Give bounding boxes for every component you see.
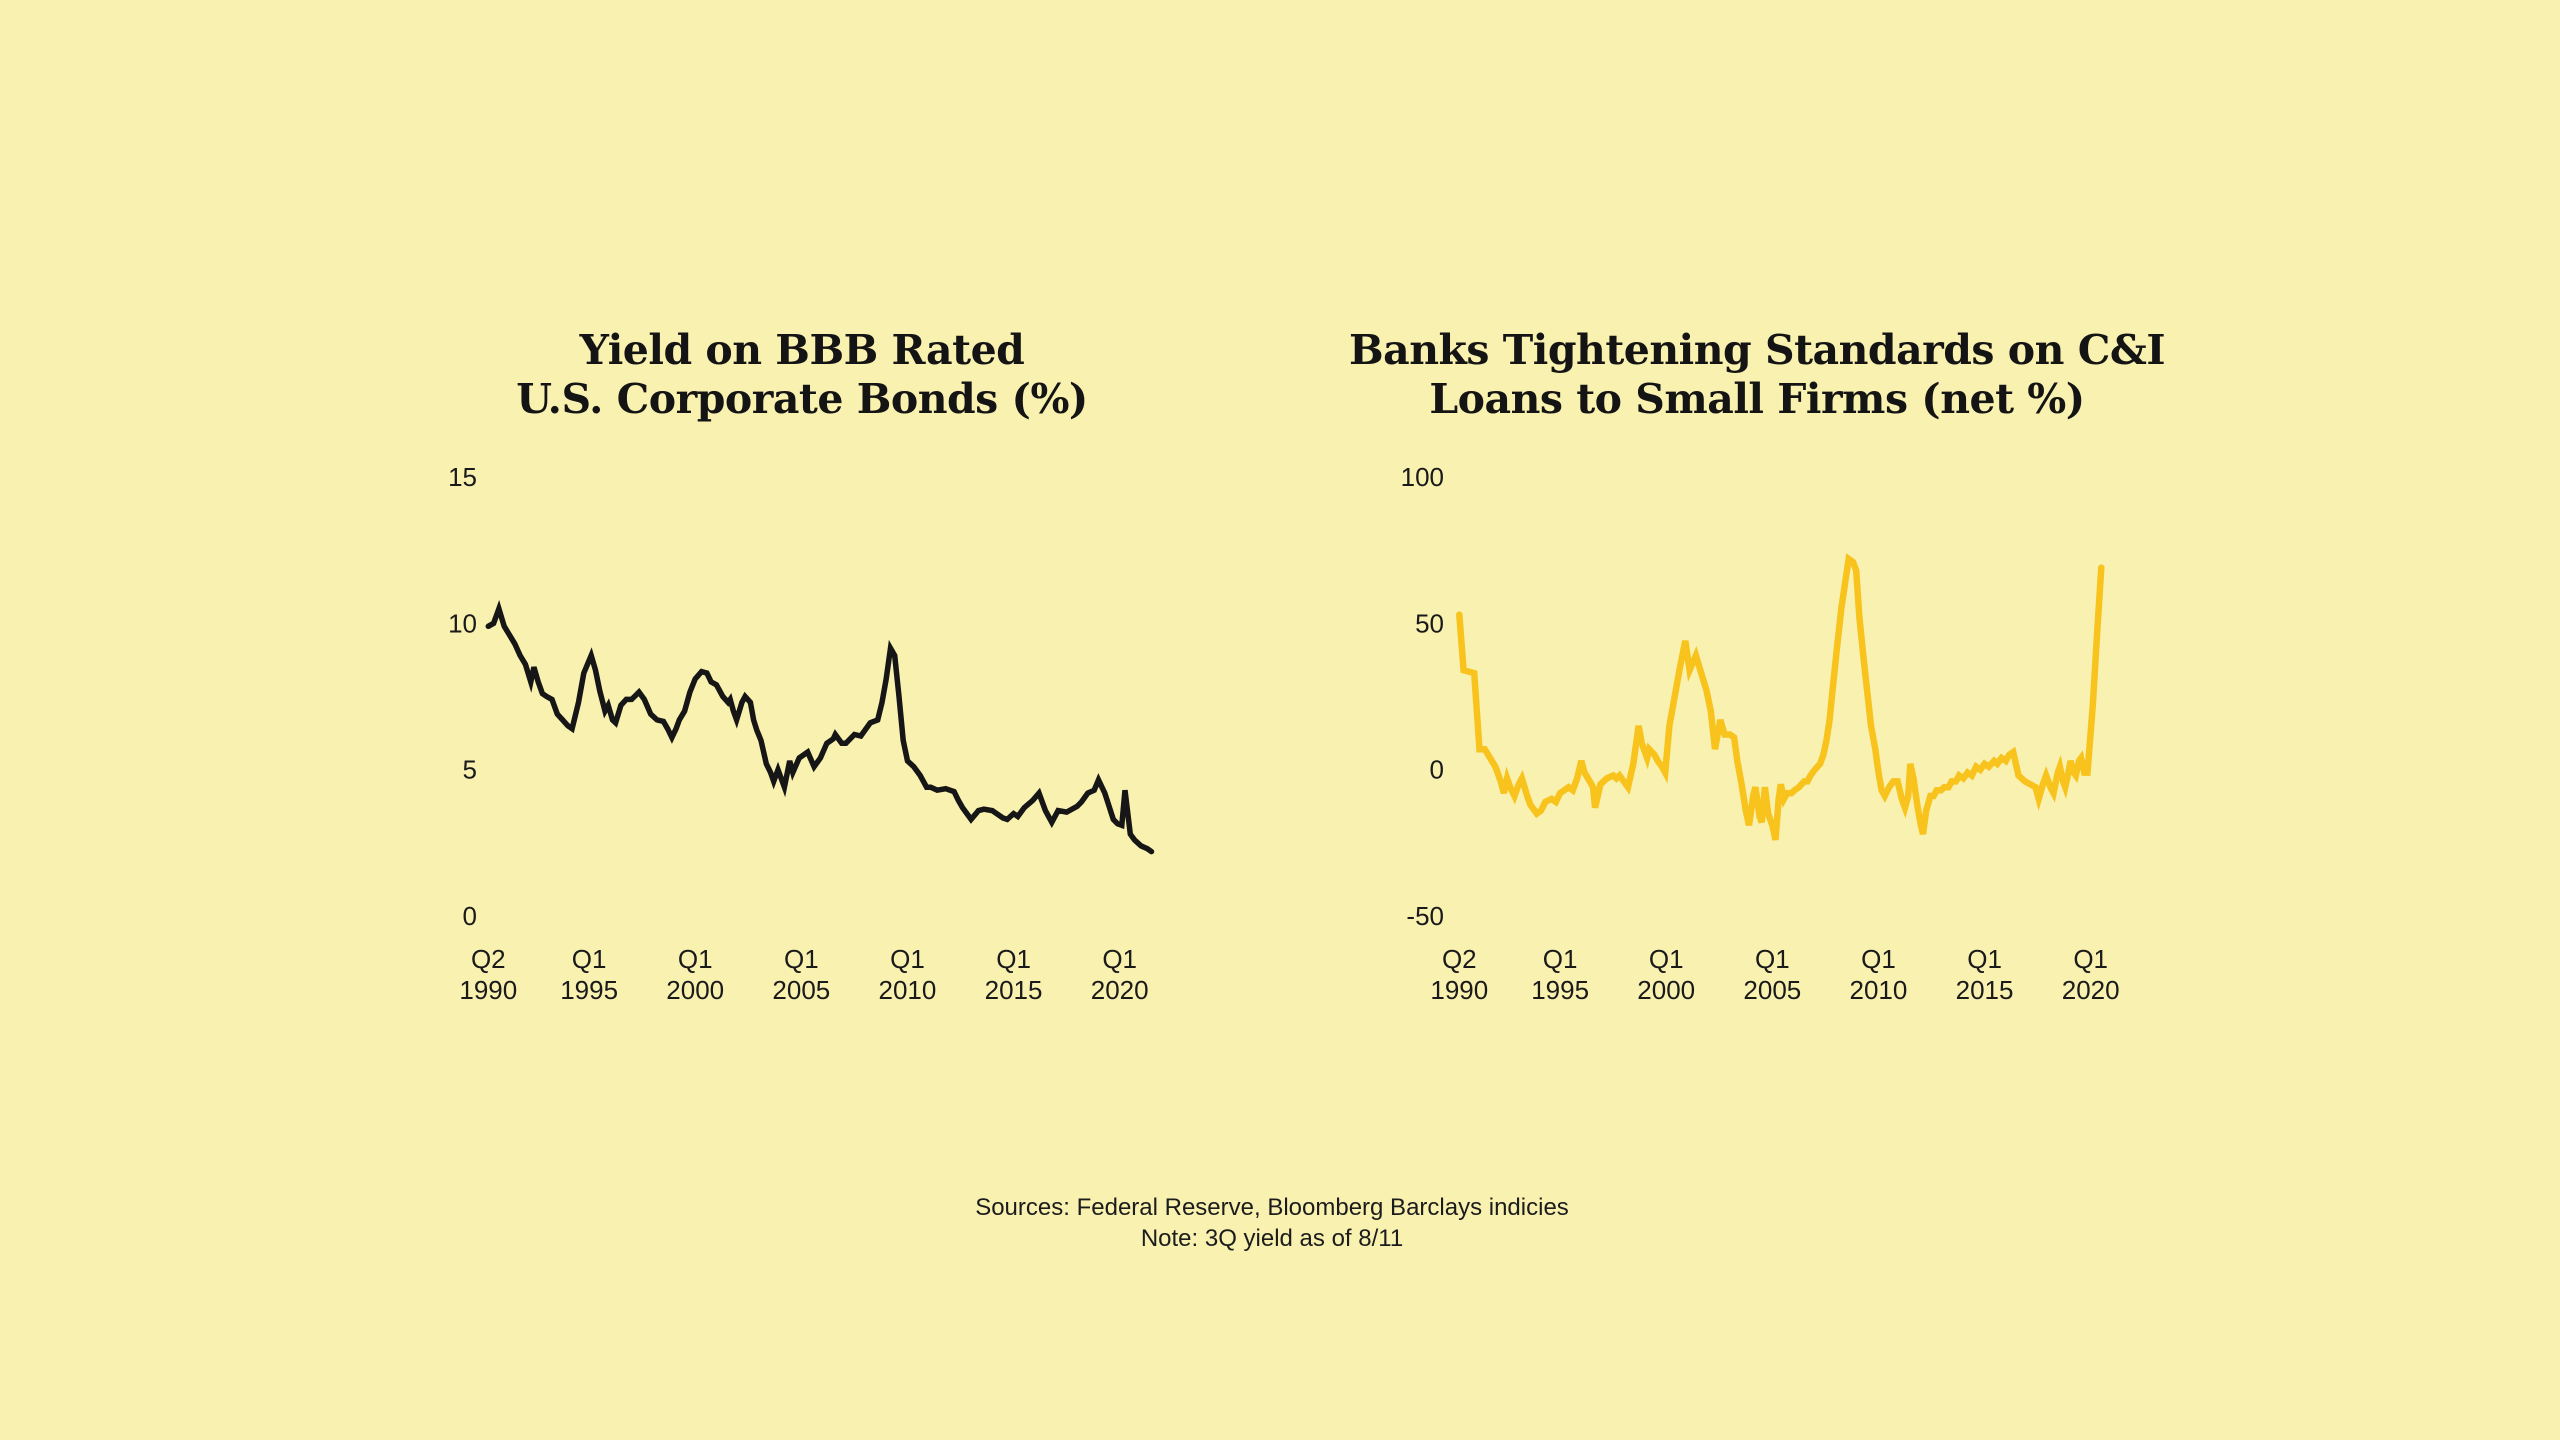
- bbb-yield-x-tick-label: Q2: [471, 944, 506, 974]
- bbb-yield-x-tick-label: Q1: [996, 944, 1031, 974]
- bbb-yield-x-tick-label: 2015: [985, 975, 1043, 1005]
- footer-sources: Sources: Federal Reserve, Bloomberg Barc…: [975, 1194, 1569, 1221]
- footer: Sources: Federal Reserve, Bloomberg Barc…: [872, 1192, 1672, 1254]
- tightening-x-tick-label: Q1: [2073, 944, 2108, 974]
- bbb-yield-line: [485, 599, 1155, 855]
- bbb-yield-y-tick-label: 15: [448, 462, 477, 492]
- tightening-x-tick-label: 2010: [1850, 975, 1908, 1005]
- tightening-x-tick-label: 1990: [1430, 975, 1488, 1005]
- tightening-x-tick-label: 2000: [1637, 975, 1695, 1005]
- right-chart-title: Banks Tightening Standards on C&I Loans …: [1327, 326, 2187, 424]
- tightening-y-tick-label: 50: [1415, 608, 1444, 638]
- tightening-y-tick-label: 0: [1430, 755, 1444, 785]
- bbb-yield-x-tick-label: 2020: [1091, 975, 1149, 1005]
- tightening-x-tick-label: Q1: [1543, 944, 1578, 974]
- bbb-yield-x-tick-label: Q1: [1102, 944, 1137, 974]
- right-chart-title-line2: Loans to Small Firms (net %): [1429, 375, 2085, 423]
- bbb-yield-x-tick-label: 2005: [772, 975, 830, 1005]
- tightening-x-tick-label: Q1: [1861, 944, 1896, 974]
- tightening-y-tick-label: -50: [1406, 901, 1444, 931]
- bbb-yield-x-tick-label: Q1: [784, 944, 819, 974]
- tightening-x-tick-label: Q2: [1442, 944, 1477, 974]
- footer-note: Note: 3Q yield as of 8/11: [1140, 1225, 1404, 1252]
- left-chart-title-line2: U.S. Corporate Bonds (%): [516, 375, 1088, 423]
- bbb-yield-x-tick-label: Q1: [678, 944, 713, 974]
- bbb-yield-x-tick-label: Q1: [572, 944, 607, 974]
- tightening-x-tick-label: 2005: [1743, 975, 1801, 1005]
- tightening-x-tick-label: Q1: [1649, 944, 1684, 974]
- tightening-x-tick-label: 1995: [1531, 975, 1589, 1005]
- bbb-yield-y-tick-label: 5: [463, 755, 477, 785]
- bbb-yield-y-tick-label: 10: [448, 608, 477, 638]
- bbb-yield-x-tick-label: Q1: [890, 944, 925, 974]
- bbb-yield-y-tick-label: 0: [463, 901, 477, 931]
- bbb-yield-x-tick-label: 1990: [459, 975, 517, 1005]
- tightening-y-tick-label: 100: [1401, 462, 1444, 492]
- tightening-x-tick-label: Q1: [1967, 944, 2002, 974]
- bbb-yield-x-tick-label: 1995: [560, 975, 618, 1005]
- bbb-yield-x-tick-label: 2010: [879, 975, 937, 1005]
- right-chart-title-line1: Banks Tightening Standards on C&I: [1348, 326, 2166, 374]
- tightening-x-tick-label: 2015: [1956, 975, 2014, 1005]
- left-chart-title: Yield on BBB Rated U.S. Corporate Bonds …: [372, 326, 1232, 424]
- tightening-line: [1456, 553, 2105, 841]
- left-chart-title-line1: Yield on BBB Rated: [579, 326, 1025, 374]
- bbb-yield-x-tick-label: 2000: [666, 975, 724, 1005]
- tightening-x-tick-label: Q1: [1755, 944, 1790, 974]
- tightening-x-tick-label: 2020: [2062, 975, 2120, 1005]
